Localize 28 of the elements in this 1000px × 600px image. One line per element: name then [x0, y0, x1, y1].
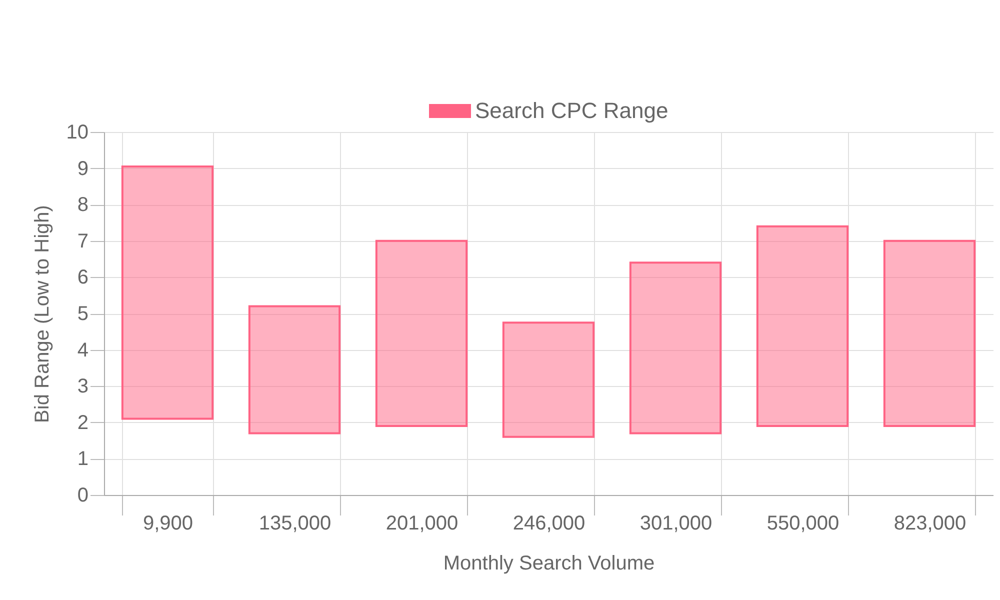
y-tick-label: 3 [77, 376, 88, 398]
x-tick-label: 201,000 [386, 512, 458, 534]
x-tick-label: 9,900 [142, 512, 194, 534]
x-tick-label: 550,000 [766, 512, 840, 534]
bar [502, 322, 595, 438]
bar [756, 225, 849, 428]
y-tick-label: 0 [77, 484, 88, 506]
x-tick-label: 246,000 [512, 512, 586, 534]
y-axis-title: Bid Range (Low to High) [31, 205, 54, 423]
y-tick-label: 10 [66, 122, 88, 144]
bar [248, 305, 341, 434]
legend-label: Search CPC Range [475, 98, 668, 123]
bar [883, 240, 976, 428]
x-axis-title: Monthly Search Volume [443, 552, 655, 574]
y-tick-label: 8 [77, 194, 88, 216]
y-tick-label: 1 [77, 448, 88, 470]
x-tick-label: 135,000 [258, 512, 332, 534]
bar [375, 240, 468, 428]
y-tick-label: 5 [77, 303, 88, 325]
y-tick-label: 2 [77, 412, 88, 434]
bar [629, 262, 722, 434]
y-tick-label: 6 [77, 266, 88, 289]
x-tick-label: 301,000 [640, 512, 712, 534]
y-tick-label: 7 [77, 230, 88, 252]
y-tick-label: 4 [77, 339, 88, 362]
bar [121, 165, 214, 420]
y-tick-label: 9 [77, 158, 88, 180]
x-tick-label: 823,000 [894, 512, 966, 534]
